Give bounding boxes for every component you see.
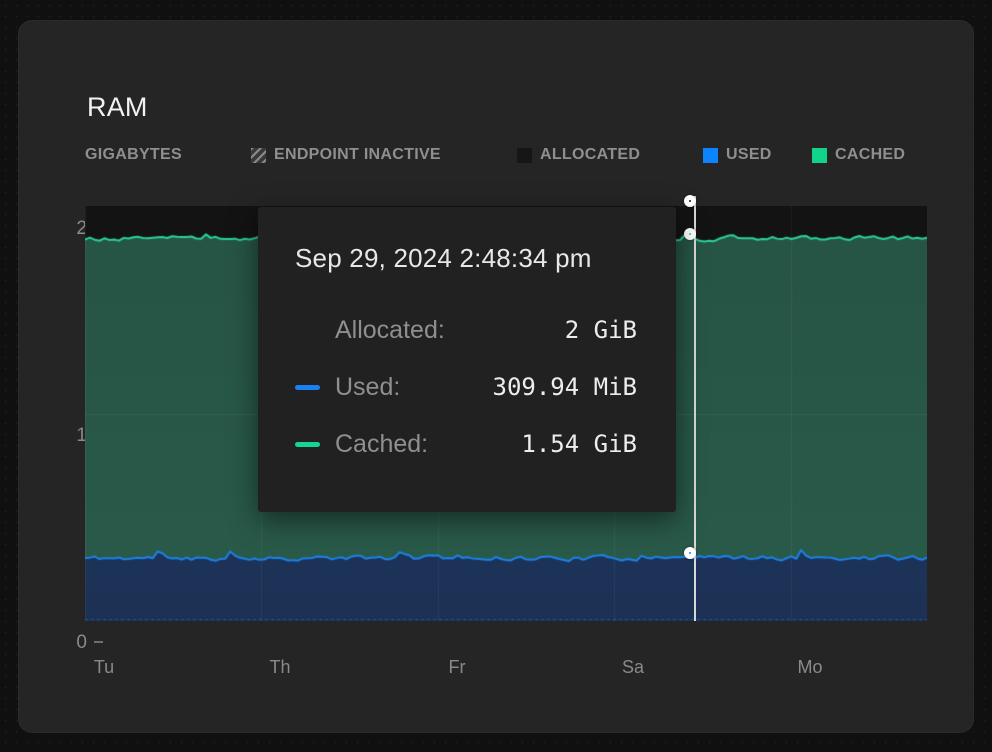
tooltip-row-cached: Cached: 1.54 GiB	[295, 430, 637, 458]
y-axis-tick-mark	[94, 641, 103, 643]
chart-legend: GIGABYTES ENDPOINT INACTIVE ALLOCATED US…	[19, 145, 973, 165]
tooltip-row-value: 2 GiB	[564, 316, 637, 344]
crosshair-line	[693, 196, 696, 621]
legend-item-allocated[interactable]: ALLOCATED	[517, 145, 640, 165]
page-title: RAM	[87, 92, 148, 122]
unit-label: GIGABYTES	[85, 146, 182, 163]
legend-item-used[interactable]: USED	[703, 145, 772, 165]
y-axis-tick-label: 0	[76, 632, 87, 653]
cached-swatch-icon	[812, 147, 827, 163]
x-axis-tick-label: Tu	[93, 657, 115, 677]
hatched-swatch-icon	[251, 147, 266, 163]
legend-item-label: USED	[726, 146, 772, 163]
tooltip-row-value: 309.94 MiB	[492, 373, 638, 401]
legend-item-label: ENDPOINT INACTIVE	[274, 146, 441, 163]
cached-point-marker	[683, 227, 696, 240]
tooltip-row-used: Used: 309.94 MiB	[295, 373, 637, 401]
x-axis-tick-label: Sa	[621, 657, 645, 677]
x-axis-tick-label: Th	[269, 657, 291, 677]
chart-tooltip: Sep 29, 2024 2:48:34 pm Allocated: 2 GiB…	[258, 207, 676, 512]
allocated-swatch-icon	[517, 147, 532, 163]
used-swatch-icon	[703, 147, 718, 163]
x-axis-tick-label: Fr	[448, 657, 466, 677]
used-series-dash-icon	[295, 384, 320, 390]
used-point-marker	[683, 547, 696, 560]
legend-item-label: CACHED	[835, 146, 906, 163]
tooltip-row-value: 1.54 GiB	[521, 430, 637, 458]
x-axis-tick-label: Mo	[797, 657, 823, 677]
tooltip-row-label: Used:	[335, 372, 401, 401]
legend-unit-label: GIGABYTES	[85, 145, 182, 165]
tooltip-timestamp: Sep 29, 2024 2:48:34 pm	[295, 243, 592, 273]
y-axis-tick-label: 2	[76, 218, 87, 239]
tooltip-row-label: Allocated:	[335, 315, 445, 344]
tooltip-row-label: Cached:	[335, 429, 429, 458]
y-axis-tick-label: 1	[76, 425, 87, 446]
legend-item-endpoint-inactive[interactable]: ENDPOINT INACTIVE	[251, 145, 441, 165]
cached-series-dash-icon	[295, 441, 320, 447]
legend-item-label: ALLOCATED	[540, 146, 641, 163]
tooltip-row-allocated: Allocated: 2 GiB	[295, 315, 637, 345]
allocated-point-marker	[683, 195, 696, 207]
legend-item-cached[interactable]: CACHED	[812, 145, 905, 165]
